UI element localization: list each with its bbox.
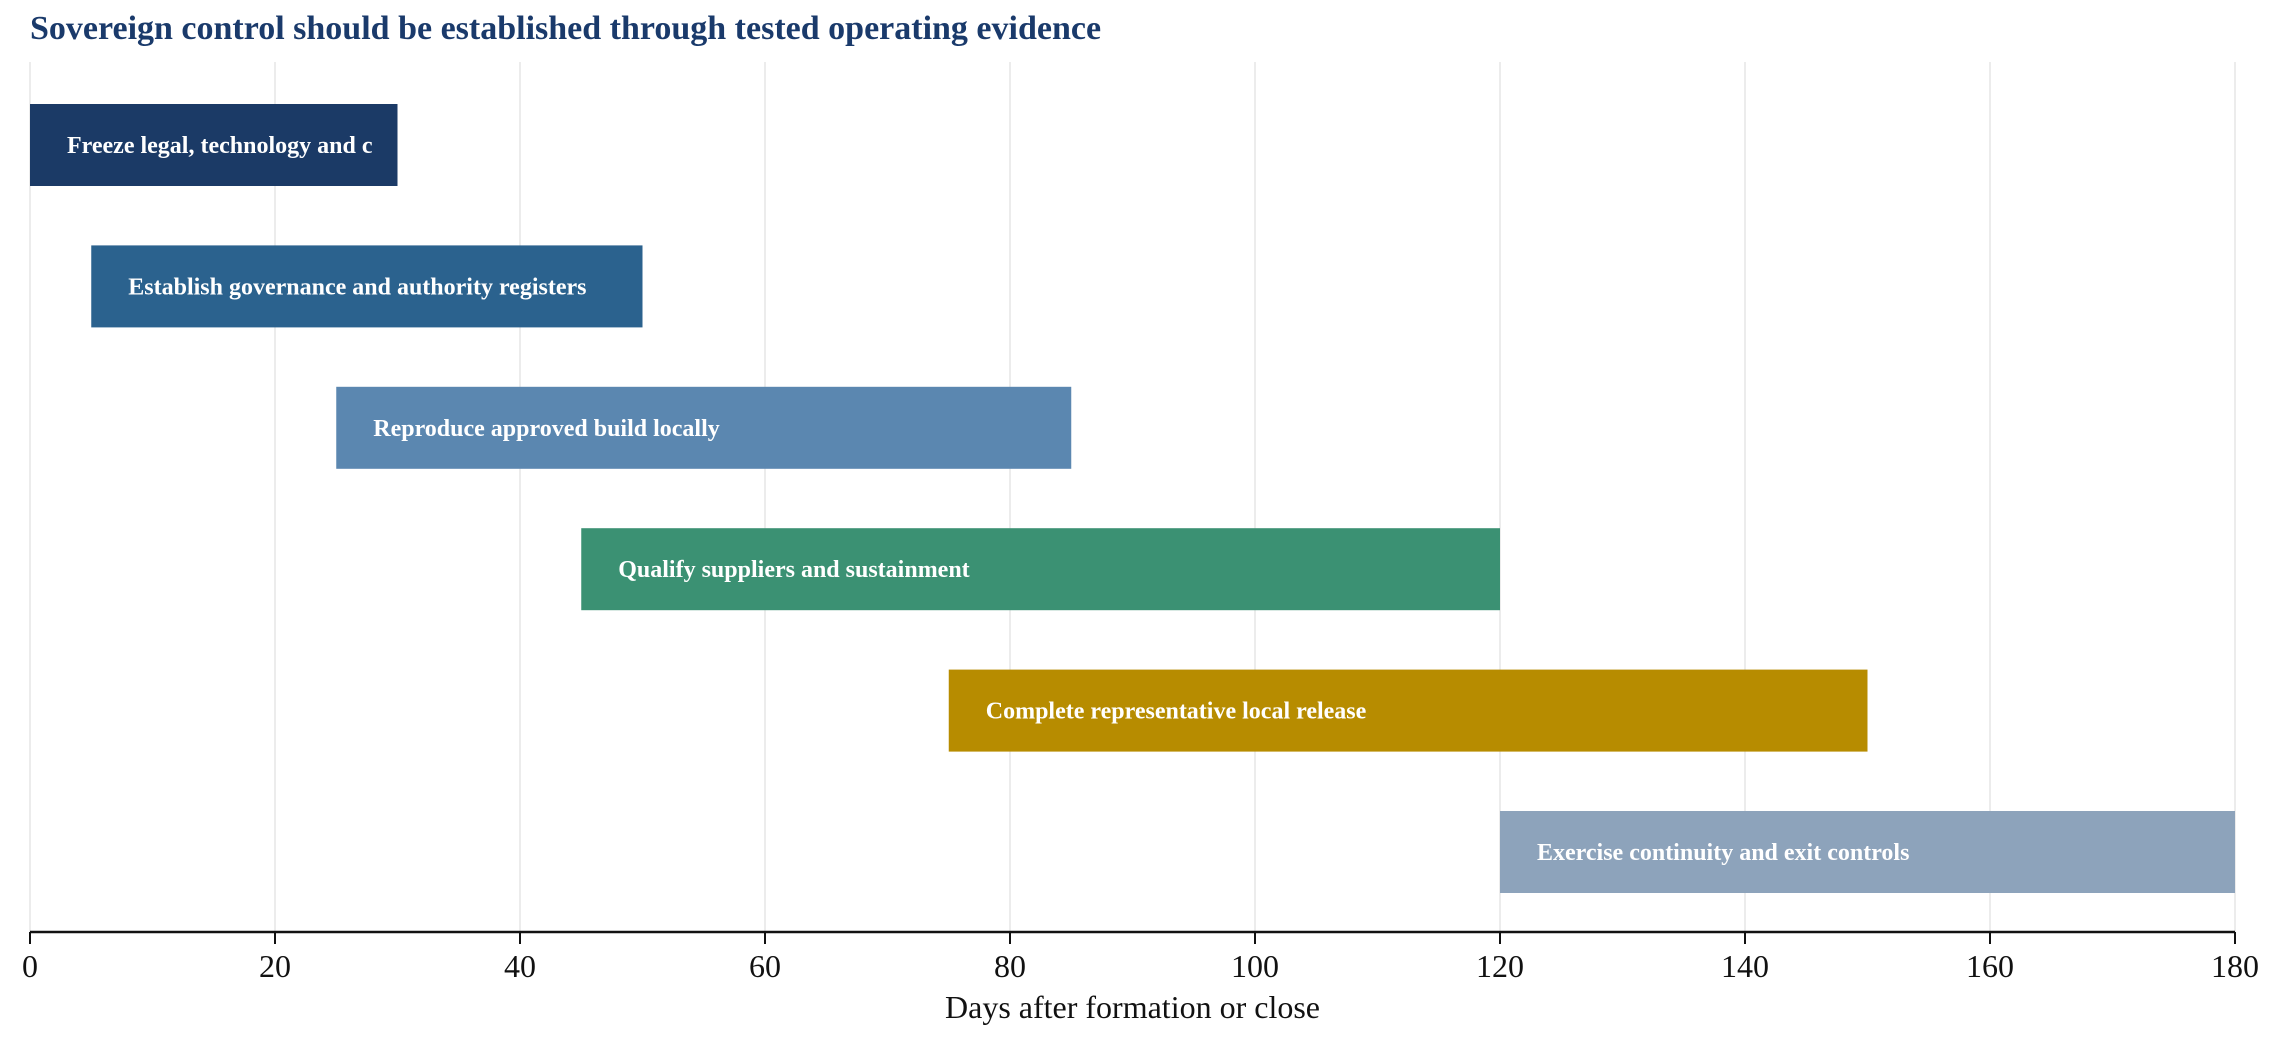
task-bars: Freeze legal, technology and c Establish … bbox=[30, 104, 2235, 893]
x-tick-label: 140 bbox=[1721, 948, 1769, 984]
task-label: Exercise continuity and exit controls bbox=[1537, 840, 1909, 866]
x-tick-label: 120 bbox=[1476, 948, 1524, 984]
task-label: Qualify suppliers and sustainment bbox=[618, 557, 969, 583]
x-tick-label: 0 bbox=[22, 948, 38, 984]
x-tick-label: 60 bbox=[749, 948, 781, 984]
task-bar-group: Exercise continuity and exit controls bbox=[1500, 811, 2235, 893]
task-bar-group: Establish governance and authority regis… bbox=[91, 245, 643, 328]
task-bar bbox=[1500, 811, 2235, 893]
task-bar-group: Freeze legal, technology and c bbox=[30, 104, 398, 186]
task-bar bbox=[581, 528, 1500, 611]
task-bar-group: Qualify suppliers and sustainment bbox=[581, 528, 1500, 611]
task-label: Complete representative local release bbox=[986, 699, 1367, 725]
x-tick-label: 80 bbox=[994, 948, 1026, 984]
task-label: Reproduce approved build locally bbox=[373, 416, 720, 442]
chart-title: Sovereign control should be established … bbox=[30, 10, 1102, 47]
task-bar bbox=[91, 245, 643, 328]
x-tick-label: 160 bbox=[1966, 948, 2014, 984]
x-axis: 0 20 40 60 80 100 120 140 160 180 bbox=[22, 930, 2259, 984]
task-bar-group: Reproduce approved build locally bbox=[336, 386, 1072, 469]
task-bar bbox=[948, 669, 1868, 752]
x-tick-label: 40 bbox=[504, 948, 536, 984]
x-tick-label: 20 bbox=[259, 948, 291, 984]
task-bar bbox=[30, 104, 398, 186]
grid-lines bbox=[29, 62, 2236, 932]
x-axis-label: Days after formation or close bbox=[945, 989, 1320, 1025]
task-bar-group: Complete representative local release bbox=[948, 669, 1868, 752]
task-label: Freeze legal, technology and c bbox=[67, 133, 373, 159]
task-label: Establish governance and authority regis… bbox=[128, 274, 586, 300]
x-tick-label: 180 bbox=[2211, 948, 2259, 984]
x-tick-label: 100 bbox=[1231, 948, 1279, 984]
task-bar bbox=[336, 386, 1072, 469]
